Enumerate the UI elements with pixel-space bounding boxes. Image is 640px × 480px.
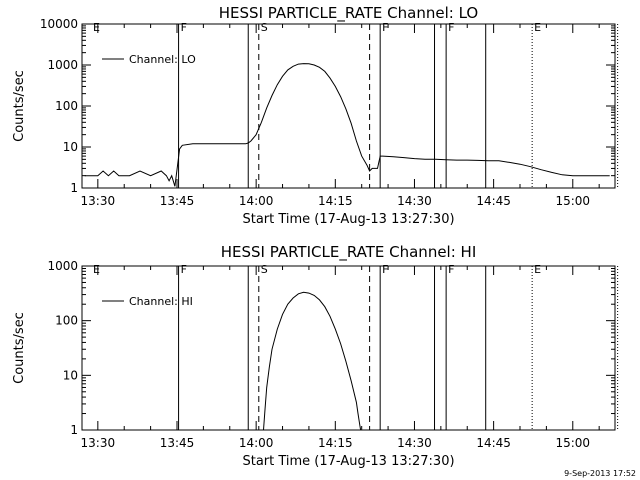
x-tick-label: 13:30 <box>81 194 116 208</box>
event-marker-label: F <box>382 21 388 34</box>
y-tick-label: 10 <box>63 140 78 154</box>
y-axis-label: Counts/sec <box>12 312 27 384</box>
x-tick-label: 14:15 <box>318 436 353 450</box>
series-line <box>84 63 610 187</box>
timestamp-stamp: 9-Sep-2013 17:52 <box>564 469 636 478</box>
panel-channel-lo: HESSI PARTICLE_RATE Channel: LO E F S F F E 1 10… <box>12 4 619 227</box>
panel-channel-hi: HESSI PARTICLE_RATE Channel: HI E F S F F E 1 10… <box>12 243 619 469</box>
event-marker-label: E <box>534 263 541 276</box>
event-marker-label: F <box>448 263 454 276</box>
x-tick-label: 15:00 <box>555 436 590 450</box>
event-marker-label: S <box>261 263 268 276</box>
event-marker-label: F <box>448 21 454 34</box>
event-marker-label: F <box>181 21 187 34</box>
chart-title: HESSI PARTICLE_RATE Channel: LO <box>219 4 478 23</box>
y-tick-label: 1000 <box>47 58 78 72</box>
y-tick-label: 100 <box>55 99 78 113</box>
event-marker-label: E <box>93 21 100 34</box>
x-tick-label: 14:45 <box>476 194 511 208</box>
y-tick-label: 1 <box>70 181 78 195</box>
event-marker-label: S <box>261 21 268 34</box>
y-tick-label: 10 <box>63 368 78 382</box>
x-tick-label: 13:30 <box>81 436 116 450</box>
y-tick-label: 100 <box>55 314 78 328</box>
y-tick-label: 1000 <box>47 259 78 273</box>
x-axis-label: Start Time (17-Aug-13 13:27:30) <box>242 212 454 227</box>
y-axis-label: Counts/sec <box>12 70 27 142</box>
plot-frame <box>81 265 616 431</box>
x-tick-label: 14:30 <box>397 436 432 450</box>
series-line <box>263 291 362 431</box>
event-marker-label: E <box>93 263 100 276</box>
chart-title: HESSI PARTICLE_RATE Channel: HI <box>221 243 477 262</box>
x-tick-label: 14:30 <box>397 194 432 208</box>
x-tick-label: 14:15 <box>318 194 353 208</box>
y-tick-label: 1 <box>70 423 78 437</box>
event-marker-label: F <box>382 263 388 276</box>
legend-entry: Channel: LO <box>129 53 196 66</box>
x-tick-label: 14:00 <box>239 436 274 450</box>
x-tick-label: 13:45 <box>160 194 195 208</box>
event-marker-label: E <box>534 21 541 34</box>
event-marker-label: F <box>181 263 187 276</box>
x-axis-label: Start Time (17-Aug-13 13:27:30) <box>242 454 454 469</box>
x-tick-label: 14:00 <box>239 194 274 208</box>
legend-entry: Channel: HI <box>129 295 193 308</box>
y-tick-label: 10000 <box>40 17 78 31</box>
x-tick-label: 13:45 <box>160 436 195 450</box>
x-tick-label: 14:45 <box>476 436 511 450</box>
x-tick-label: 15:00 <box>555 194 590 208</box>
